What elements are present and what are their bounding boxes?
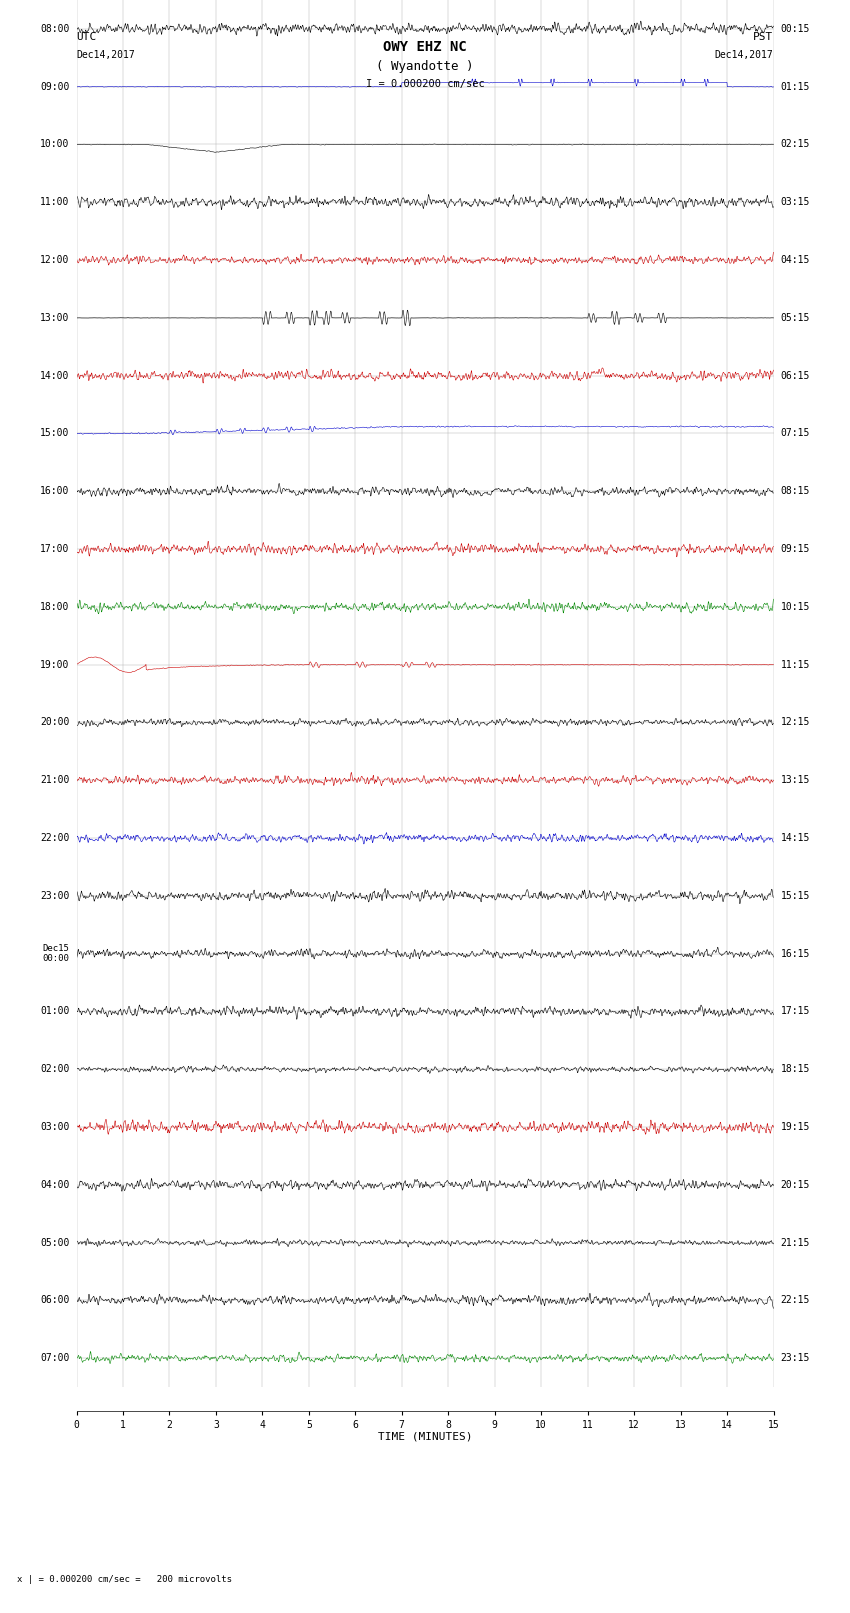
Text: 11:00: 11:00 [40,197,70,208]
Text: 07:15: 07:15 [780,429,810,439]
Text: 21:15: 21:15 [780,1237,810,1248]
Text: 05:00: 05:00 [40,1237,70,1248]
Text: 17:15: 17:15 [780,1007,810,1016]
Text: 23:00: 23:00 [40,890,70,902]
Text: 09:00: 09:00 [40,82,70,92]
X-axis label: TIME (MINUTES): TIME (MINUTES) [377,1432,473,1442]
Text: 23:15: 23:15 [780,1353,810,1363]
Text: UTC: UTC [76,32,97,42]
Text: 10:15: 10:15 [780,602,810,611]
Text: 08:15: 08:15 [780,486,810,497]
Text: 16:00: 16:00 [40,486,70,497]
Text: 13:00: 13:00 [40,313,70,323]
Text: 12:15: 12:15 [780,718,810,727]
Text: 05:15: 05:15 [780,313,810,323]
Text: 03:00: 03:00 [40,1123,70,1132]
Text: 22:15: 22:15 [780,1295,810,1305]
Text: 20:15: 20:15 [780,1179,810,1190]
Text: 12:00: 12:00 [40,255,70,265]
Text: 00:15: 00:15 [780,24,810,34]
Text: 04:00: 04:00 [40,1179,70,1190]
Text: 01:00: 01:00 [40,1007,70,1016]
Text: PST: PST [753,32,774,42]
Text: 09:15: 09:15 [780,544,810,555]
Text: 04:15: 04:15 [780,255,810,265]
Text: Dec14,2017: Dec14,2017 [715,50,774,60]
Text: 11:15: 11:15 [780,660,810,669]
Text: 03:15: 03:15 [780,197,810,208]
Text: 16:15: 16:15 [780,948,810,958]
Text: 19:15: 19:15 [780,1123,810,1132]
Text: 17:00: 17:00 [40,544,70,555]
Text: 10:00: 10:00 [40,139,70,150]
Text: 14:15: 14:15 [780,832,810,844]
Text: 19:00: 19:00 [40,660,70,669]
Text: 06:15: 06:15 [780,371,810,381]
Text: 21:00: 21:00 [40,776,70,786]
Text: 18:15: 18:15 [780,1065,810,1074]
Text: 20:00: 20:00 [40,718,70,727]
Text: 08:00: 08:00 [40,24,70,34]
Text: 14:00: 14:00 [40,371,70,381]
Text: 02:15: 02:15 [780,139,810,150]
Text: ( Wyandotte ): ( Wyandotte ) [377,60,473,73]
Text: 22:00: 22:00 [40,832,70,844]
Text: 18:00: 18:00 [40,602,70,611]
Text: 15:15: 15:15 [780,890,810,902]
Text: OWY EHZ NC: OWY EHZ NC [383,40,467,55]
Text: 13:15: 13:15 [780,776,810,786]
Text: 06:00: 06:00 [40,1295,70,1305]
Text: 07:00: 07:00 [40,1353,70,1363]
Text: 15:00: 15:00 [40,429,70,439]
Text: I = 0.000200 cm/sec: I = 0.000200 cm/sec [366,79,484,89]
Text: 01:15: 01:15 [780,82,810,92]
Text: Dec15
00:00: Dec15 00:00 [42,944,70,963]
Text: 02:00: 02:00 [40,1065,70,1074]
Text: x | = 0.000200 cm/sec =   200 microvolts: x | = 0.000200 cm/sec = 200 microvolts [17,1574,232,1584]
Text: Dec14,2017: Dec14,2017 [76,50,135,60]
